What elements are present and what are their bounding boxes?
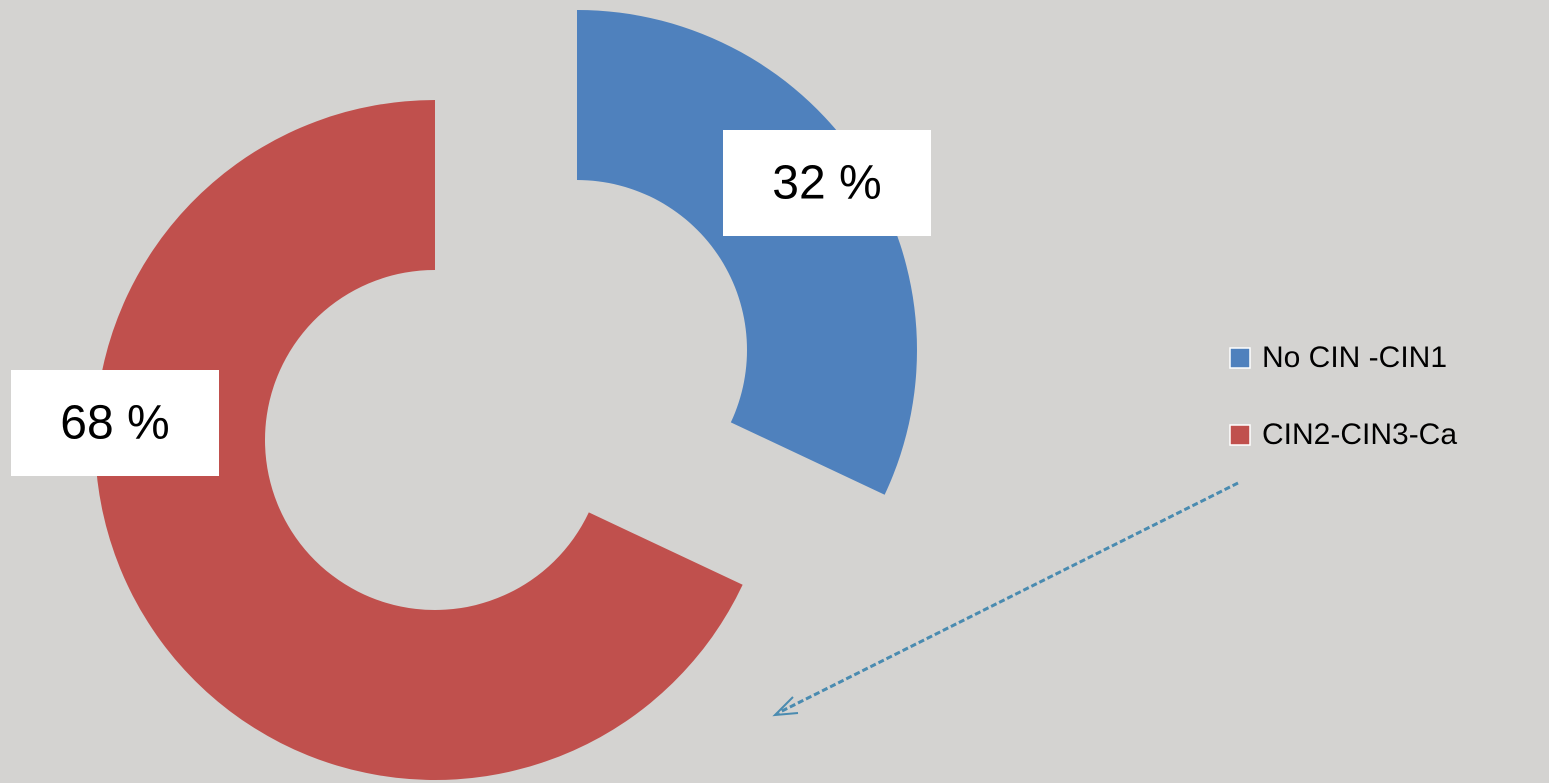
value-label: 68 % (60, 397, 169, 450)
legend-swatch (1229, 424, 1251, 446)
arrow-line (777, 481, 1239, 715)
value-label: 32 % (772, 157, 881, 210)
legend-swatch (1229, 347, 1251, 369)
donut-slice (94, 100, 743, 780)
legend-label: CIN2-CIN3-Ca (1262, 418, 1457, 451)
annotation-arrow (772, 481, 1239, 717)
value-label-box (11, 370, 219, 476)
legend-label: No CIN -CIN1 (1262, 341, 1447, 374)
arrow-head (772, 696, 799, 717)
value-label-box (723, 130, 931, 236)
